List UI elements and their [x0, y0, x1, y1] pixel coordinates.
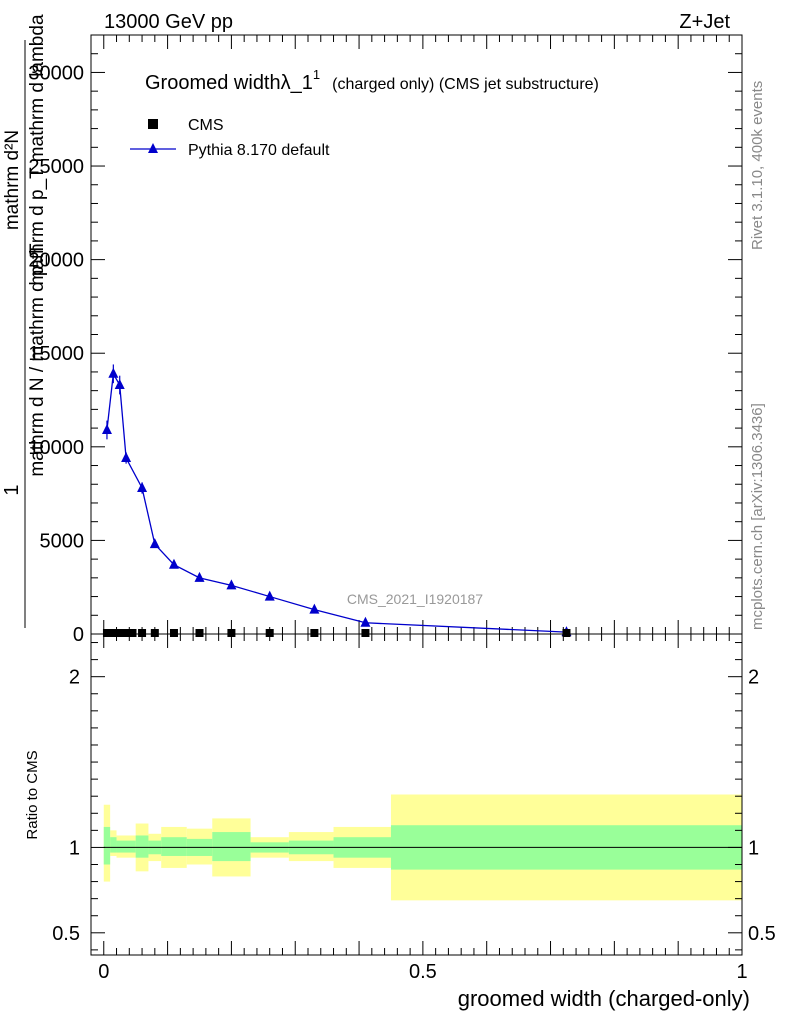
pythia-point	[121, 452, 132, 463]
cms-point	[265, 629, 274, 637]
cms-point	[138, 629, 147, 637]
main-title: Groomed widthλ_11 (charged only) (CMS jet…	[145, 67, 599, 94]
cms-point	[128, 629, 137, 637]
main-y-tick-label: 30000	[28, 62, 84, 84]
ratio-frame	[90, 633, 743, 956]
x-tick-label: 0	[98, 961, 109, 983]
main-y-tick-label: 0	[73, 624, 84, 646]
ratio-inner-band	[110, 837, 117, 853]
x-tick-label: 0.5	[409, 961, 437, 983]
energy-label: 13000 GeV pp	[104, 11, 233, 33]
ratio-inner-band	[135, 835, 149, 858]
cms-point	[361, 629, 370, 637]
pythia-point	[360, 616, 371, 627]
ratio-y-ticks: 0.5 0.5 1 1 2 2	[52, 642, 776, 951]
cms-point	[109, 629, 118, 637]
ratio-x-ticks: 0 0.5 1	[98, 634, 748, 983]
pythia-point	[194, 571, 205, 582]
main-y-tick-label: 20000	[28, 250, 84, 272]
main-panel: CMS_2021_I1920187 Groomed widthλ_11(char…	[1, 14, 743, 646]
pythia-point	[101, 423, 112, 434]
legend-pythia-marker	[148, 143, 158, 153]
title-main: Groomed width	[145, 72, 281, 94]
pythia-line	[106, 371, 567, 633]
ratio-inner-band	[103, 826, 111, 865]
main-y-tick-label: 15000	[28, 343, 84, 365]
ratio-inner-band	[161, 837, 187, 856]
title-sup: 1	[313, 67, 320, 82]
analysis-watermark: CMS_2021_I1920187	[347, 591, 483, 607]
legend: CMS Pythia 8.170 default	[130, 117, 330, 159]
main-y-tick-label: 5000	[40, 530, 85, 552]
main-series	[101, 364, 572, 637]
pythia-point	[114, 379, 125, 390]
ylabel-denominator-two: mathrm d p_T mathrm d lambda	[27, 14, 48, 285]
pythia-point	[226, 579, 237, 590]
title-suffix: (charged only) (CMS jet substructure)	[332, 76, 599, 93]
pythia-point	[309, 603, 320, 614]
x-axis-label: groomed width (charged-only)	[458, 986, 750, 1011]
cms-point	[150, 629, 159, 637]
cms-point	[195, 629, 204, 637]
process-label: Z+Jet	[679, 11, 730, 33]
title-lambda: λ_1	[281, 72, 313, 94]
main-x-ticks	[103, 35, 743, 634]
legend-pythia-label: Pythia 8.170 default	[188, 142, 330, 159]
legend-cms-label: CMS	[188, 117, 224, 134]
ratio-inner-band	[116, 840, 136, 853]
cms-point	[122, 629, 131, 637]
ylabel-numerator-two: mathrm d²N	[2, 130, 23, 230]
pythia-point	[168, 558, 179, 569]
rivet-label: Rivet 3.1.10, 400k events	[749, 81, 766, 250]
main-y-tick-label: 25000	[28, 156, 84, 178]
ratio-y-tick-label-right: 0.5	[748, 923, 776, 945]
ratio-y-tick-label: 2	[69, 667, 80, 689]
cms-point	[102, 629, 111, 637]
main-y-ticks: 0 5000 10000 15000 20000 25000 30000	[28, 34, 742, 646]
ratio-y-tick-label-right: 1	[748, 837, 759, 859]
mcplots-label: mcplots.cern.ch [arXiv:1306.3436]	[749, 403, 766, 630]
ratio-y-tick-label-right: 2	[748, 667, 759, 689]
ratio-y-tick-label: 1	[69, 837, 80, 859]
ratio-ylabel: Ratio to CMS	[24, 750, 41, 839]
y-axis-label: 1 mathrm d N / mathrm d p_T mathrm d²N m…	[1, 14, 48, 628]
pythia-point	[108, 367, 119, 378]
ratio-panel: Ratio to CMS 0.5 0.51 12 2 0 0.5 1 groomed wi…	[24, 633, 776, 1011]
cms-point	[562, 629, 571, 637]
cms-point	[169, 629, 178, 637]
ylabel-denominator-one: mathrm d N / mathrm d p_T	[27, 243, 48, 477]
cms-point	[227, 629, 236, 637]
cms-point	[115, 629, 124, 637]
ratio-y-tick-label: 0.5	[52, 923, 80, 945]
pythia-point	[264, 590, 275, 601]
x-tick-label: 1	[736, 961, 747, 983]
pythia-point	[149, 538, 160, 549]
main-y-tick-label: 10000	[28, 437, 84, 459]
ratio-inner-band	[212, 832, 251, 862]
pythia-point	[137, 481, 148, 492]
legend-cms-marker	[148, 119, 158, 129]
ylabel-numerator-one: 1	[1, 484, 23, 495]
cms-point	[310, 629, 319, 637]
